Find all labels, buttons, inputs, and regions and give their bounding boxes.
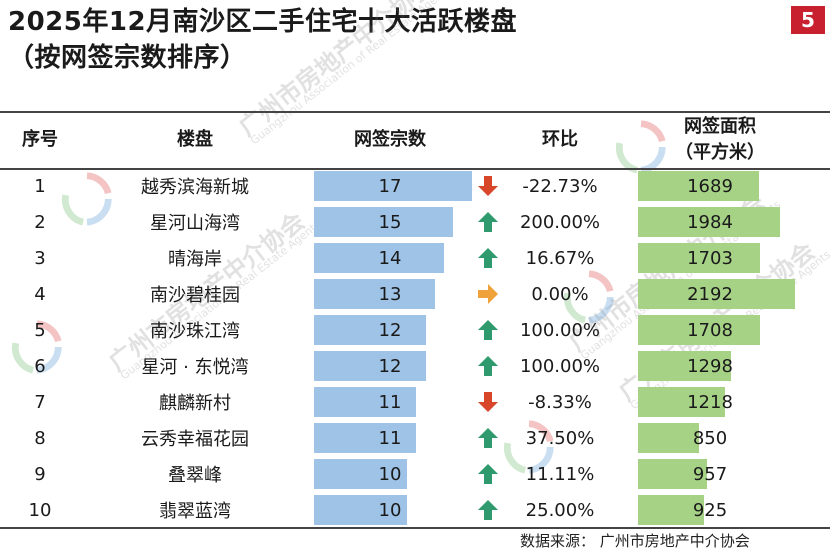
area-label: 1298 xyxy=(687,355,733,377)
trend-up-icon xyxy=(476,426,500,450)
trend-up-icon xyxy=(476,210,500,234)
trend-up-icon xyxy=(476,318,500,342)
header-deals: 网签宗数 xyxy=(354,129,426,150)
cell-rank: 8 xyxy=(34,427,46,449)
mom-label: 25.00% xyxy=(525,499,595,521)
mom-label: 100.00% xyxy=(519,319,601,341)
area-bar xyxy=(638,279,795,309)
chart-title: 2025年12月南沙区二手住宅十大活跃楼盘 （按网签宗数排序） xyxy=(8,4,517,76)
table-bottom-rule xyxy=(0,527,830,529)
title-line-1: 2025年12月南沙区二手住宅十大活跃楼盘 xyxy=(8,7,518,37)
deals-label: 12 xyxy=(378,319,402,341)
deals-label: 10 xyxy=(378,463,402,485)
area-label: 1708 xyxy=(687,319,733,341)
source-note: 数据来源： 广州市房地产中介协会 xyxy=(520,532,750,550)
cell-project-name: 云秀幸福花园 xyxy=(141,429,249,450)
header-area-line2: （平方米） xyxy=(675,142,765,163)
cell-rank: 5 xyxy=(34,319,46,341)
cell-project-name: 麒麟新村 xyxy=(159,393,231,414)
cell-rank: 1 xyxy=(34,175,46,197)
deals-bar xyxy=(314,315,426,345)
mom-label: 16.67% xyxy=(525,247,595,269)
deals-bar xyxy=(314,279,435,309)
deals-bar xyxy=(314,459,407,489)
deals-bar xyxy=(314,495,407,525)
area-bar xyxy=(638,387,726,417)
header-mom: 环比 xyxy=(542,129,578,150)
mom-label: 200.00% xyxy=(519,211,601,233)
watermark-logo-icon xyxy=(11,320,62,374)
cell-rank: 4 xyxy=(34,283,46,305)
area-label: 850 xyxy=(692,427,728,449)
trend-flat-icon xyxy=(476,282,500,306)
trend-up-icon xyxy=(476,498,500,522)
cell-project-name: 翡翠蓝湾 xyxy=(159,501,231,522)
header-project: 楼盘 xyxy=(177,129,213,150)
deals-label: 13 xyxy=(378,283,402,305)
cell-project-name: 南沙珠江湾 xyxy=(150,321,240,342)
cell-rank: 6 xyxy=(34,355,46,377)
mom-label: 11.11% xyxy=(525,463,595,485)
cell-project-name: 越秀滨海新城 xyxy=(141,177,249,198)
cell-project-name: 星河山海湾 xyxy=(150,213,240,234)
trend-down-icon xyxy=(476,174,500,198)
header-rank: 序号 xyxy=(22,129,58,150)
area-bar xyxy=(638,423,699,453)
cell-rank: 7 xyxy=(34,391,46,413)
table-header-rule xyxy=(0,168,830,170)
area-bar xyxy=(638,207,781,237)
trend-down-icon xyxy=(476,390,500,414)
mom-label: -8.33% xyxy=(528,391,592,413)
watermark-logo-icon xyxy=(563,270,614,324)
mom-label: 100.00% xyxy=(519,355,601,377)
table-top-rule xyxy=(0,111,830,113)
area-label: 1703 xyxy=(687,247,733,269)
cell-project-name: 星河 · 东悦湾 xyxy=(141,357,249,378)
deals-label: 11 xyxy=(378,427,402,449)
area-bar xyxy=(638,351,731,381)
area-label: 1689 xyxy=(687,175,733,197)
area-bar xyxy=(638,495,705,525)
area-bar xyxy=(638,243,760,273)
header-area-line1: 网签面积 xyxy=(684,116,756,137)
deals-label: 14 xyxy=(378,247,402,269)
area-label: 1218 xyxy=(687,391,733,413)
cell-rank: 2 xyxy=(34,211,46,233)
deals-bar xyxy=(314,171,472,201)
trend-up-icon xyxy=(476,246,500,270)
area-label: 925 xyxy=(692,499,728,521)
cell-rank: 10 xyxy=(28,499,52,521)
trend-up-icon xyxy=(476,354,500,378)
cell-project-name: 晴海岸 xyxy=(168,249,222,270)
watermark-logo-icon xyxy=(503,420,554,474)
deals-bar xyxy=(314,351,426,381)
deals-bar xyxy=(314,387,417,417)
deals-bar xyxy=(314,207,454,237)
area-label: 2192 xyxy=(687,283,733,305)
deals-label: 11 xyxy=(378,391,402,413)
deals-label: 15 xyxy=(378,211,402,233)
deals-label: 17 xyxy=(378,175,402,197)
cell-project-name: 叠翠峰 xyxy=(168,465,222,486)
trend-up-icon xyxy=(476,462,500,486)
area-bar xyxy=(638,171,759,201)
mom-label: -22.73% xyxy=(522,175,598,197)
area-label: 1984 xyxy=(687,211,733,233)
title-line-2: （按网签宗数排序） xyxy=(8,43,247,73)
page-number-badge: 5 xyxy=(791,6,825,34)
watermark-logo-icon xyxy=(61,172,112,226)
cell-rank: 3 xyxy=(34,247,46,269)
mom-label: 0.00% xyxy=(531,283,589,305)
deals-bar xyxy=(314,243,445,273)
deals-label: 10 xyxy=(378,499,402,521)
area-bar xyxy=(638,315,761,345)
deals-bar xyxy=(314,423,417,453)
area-label: 957 xyxy=(692,463,728,485)
cell-rank: 9 xyxy=(34,463,46,485)
cell-project-name: 南沙碧桂园 xyxy=(150,285,240,306)
mom-label: 37.50% xyxy=(525,427,595,449)
deals-label: 12 xyxy=(378,355,402,377)
area-bar xyxy=(638,459,707,489)
header-area: 网签面积 （平方米） xyxy=(650,112,790,168)
